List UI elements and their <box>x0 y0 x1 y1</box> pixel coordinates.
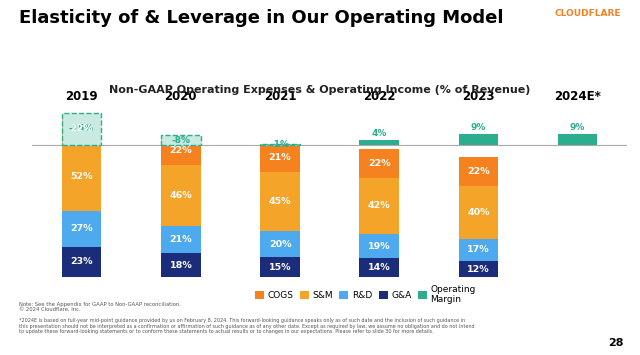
Text: 28: 28 <box>609 338 624 348</box>
Text: 20%: 20% <box>269 240 291 248</box>
Bar <box>458 239 499 261</box>
Bar <box>260 144 300 146</box>
Bar <box>260 144 300 172</box>
Text: 19%: 19% <box>368 241 390 251</box>
Text: Non-GAAP Operating Expenses & Operating Income (% of Revenue): Non-GAAP Operating Expenses & Operating … <box>109 85 531 95</box>
Bar <box>61 113 101 146</box>
Text: 27%: 27% <box>70 224 93 233</box>
Text: -1%: -1% <box>271 140 289 149</box>
Bar <box>558 133 598 146</box>
Bar <box>161 253 201 277</box>
Text: 18%: 18% <box>170 261 192 269</box>
Bar <box>360 258 399 277</box>
Bar <box>61 114 101 143</box>
Text: 12%: 12% <box>467 264 490 273</box>
Bar <box>161 136 201 165</box>
Text: 2023: 2023 <box>462 90 495 103</box>
Text: 22%: 22% <box>467 167 490 176</box>
Text: 2021: 2021 <box>264 90 296 103</box>
Text: 2022: 2022 <box>363 90 396 103</box>
Bar <box>61 143 101 211</box>
Text: 2019: 2019 <box>65 90 98 103</box>
Text: *2024E is based on full-year mid-point guidance provided by us on February 8, 20: *2024E is based on full-year mid-point g… <box>19 318 475 334</box>
Text: 15%: 15% <box>269 263 291 272</box>
Bar <box>458 186 499 239</box>
Bar <box>61 211 101 247</box>
Text: 21%: 21% <box>269 153 291 162</box>
Text: 4%: 4% <box>371 129 387 138</box>
Text: 22%: 22% <box>368 159 390 168</box>
Text: -8%: -8% <box>172 136 190 144</box>
Text: 9%: 9% <box>570 122 586 132</box>
Text: 42%: 42% <box>368 201 390 211</box>
Legend: COGS, S&M, R&D, G&A, Operating
Margin: COGS, S&M, R&D, G&A, Operating Margin <box>255 285 476 304</box>
Text: 46%: 46% <box>170 191 192 200</box>
Text: 9%: 9% <box>470 122 486 132</box>
Text: 14%: 14% <box>368 263 390 272</box>
Bar <box>458 157 499 186</box>
Bar <box>360 178 399 234</box>
Text: -25%: -25% <box>69 125 94 133</box>
Bar <box>360 140 399 146</box>
Bar <box>458 133 499 146</box>
Text: 23%: 23% <box>70 257 93 266</box>
Bar <box>161 226 201 253</box>
Bar <box>260 172 300 231</box>
Text: © 2024 Cloudflare, Inc.: © 2024 Cloudflare, Inc. <box>19 307 81 312</box>
Text: 45%: 45% <box>269 197 291 206</box>
Text: 40%: 40% <box>467 208 490 217</box>
Bar <box>61 247 101 277</box>
Bar <box>360 234 399 258</box>
Text: 52%: 52% <box>70 173 93 181</box>
Bar <box>260 231 300 257</box>
Text: 17%: 17% <box>467 245 490 255</box>
Bar <box>161 135 201 146</box>
Text: 2024E*: 2024E* <box>554 90 601 103</box>
Text: CLOUDFLARE: CLOUDFLARE <box>554 9 621 18</box>
Bar <box>161 165 201 226</box>
Bar <box>458 261 499 277</box>
Text: 22%: 22% <box>170 146 192 155</box>
Text: Elasticity of & Leverage in Our Operating Model: Elasticity of & Leverage in Our Operatin… <box>19 9 504 27</box>
Text: 21%: 21% <box>170 235 192 244</box>
Bar <box>260 257 300 277</box>
Text: 22%: 22% <box>70 124 93 133</box>
Text: 2020: 2020 <box>164 90 197 103</box>
Bar <box>360 149 399 178</box>
Text: Note: See the Appendix for GAAP to Non-GAAP reconciliation.: Note: See the Appendix for GAAP to Non-G… <box>19 302 181 307</box>
